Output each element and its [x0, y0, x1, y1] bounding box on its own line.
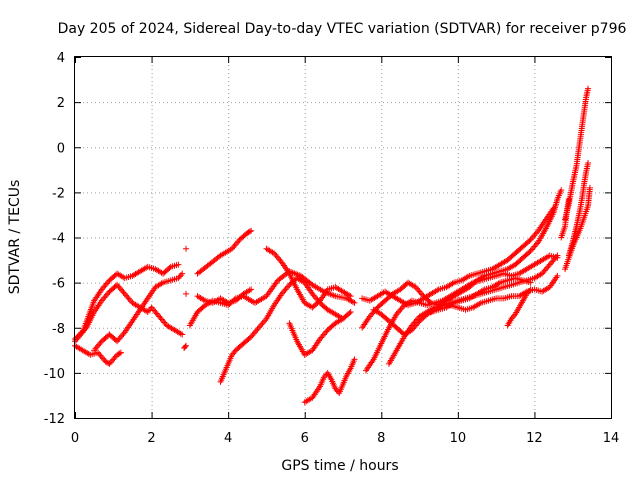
data-series: [194, 227, 255, 277]
y-tick-label: -10: [44, 367, 65, 382]
data-point: [347, 308, 354, 315]
data-point: [105, 360, 112, 367]
data-point: [179, 331, 186, 338]
data-point: [550, 205, 557, 212]
data-point: [74, 333, 81, 340]
y-tick-label: 0: [57, 141, 65, 156]
data-point: [77, 331, 84, 338]
data-point: [565, 196, 572, 203]
data-point: [586, 184, 593, 191]
data-series: [72, 342, 124, 367]
x-tick-label: 14: [603, 431, 620, 446]
y-tick-labels: -12 -10 -8 -6 -4 -2 0 2 4: [44, 51, 65, 427]
data-point: [116, 350, 123, 357]
chart-title: Day 205 of 2024, Sidereal Day-to-day VTE…: [58, 21, 627, 37]
data-point: [340, 315, 346, 322]
data-series: [217, 275, 354, 385]
data-point: [75, 332, 82, 339]
data-series: [362, 252, 561, 374]
x-tick-label: 0: [71, 431, 79, 446]
data-point: [78, 329, 85, 336]
data-point: [82, 326, 89, 333]
data-point: [347, 293, 354, 300]
data-point: [79, 328, 86, 335]
data-point: [175, 261, 182, 268]
data-series: [562, 85, 592, 223]
data-point: [558, 187, 565, 194]
data-point: [554, 272, 561, 279]
plot-frame: [74, 56, 612, 419]
data-point: [554, 252, 561, 259]
data-series: [504, 286, 534, 329]
data-series: [72, 261, 182, 345]
data-point: [183, 342, 190, 349]
y-tick-label: -4: [52, 232, 65, 247]
data-point: [182, 343, 189, 350]
data-point: [585, 85, 592, 92]
data-point: [351, 299, 358, 306]
data-point: [231, 296, 238, 303]
data-point: [526, 249, 533, 256]
data-point: [526, 237, 533, 244]
data-point: [248, 286, 255, 293]
x-tick-label: 4: [224, 431, 232, 446]
data-series: [558, 196, 572, 241]
x-axis-title: GPS time / hours: [281, 458, 398, 474]
data-point: [527, 286, 534, 293]
x-tick-label: 10: [450, 431, 467, 446]
data-series: [186, 268, 358, 329]
data-point: [80, 327, 87, 334]
data-point: [527, 279, 534, 286]
y-tick-label: 4: [57, 51, 65, 66]
data-point: [183, 245, 190, 252]
data-point: [183, 290, 190, 297]
data-series: [183, 245, 190, 252]
data-point: [351, 356, 358, 363]
data-series: [301, 356, 358, 406]
data-point: [179, 270, 186, 277]
y-tick-label: 2: [57, 96, 65, 111]
y-tick-label: -6: [52, 277, 65, 292]
data-series: [91, 270, 186, 354]
data-point: [216, 253, 223, 260]
data-point: [246, 334, 253, 341]
y-tick-label: -8: [52, 322, 65, 337]
data-series: [562, 184, 593, 273]
data-point: [248, 227, 255, 234]
data-points: [72, 85, 593, 406]
x-tick-label: 8: [377, 431, 385, 446]
x-tick-labels: 0 2 4 6 8 10 12 14: [71, 431, 619, 446]
y-tick-label: -12: [44, 412, 65, 427]
data-point: [117, 349, 124, 356]
x-tick-label: 6: [301, 431, 309, 446]
data-series: [359, 205, 557, 309]
data-point: [246, 228, 253, 235]
data-series: [428, 275, 534, 315]
data-series: [183, 290, 190, 297]
data-point: [307, 280, 314, 287]
data-point: [166, 264, 173, 271]
data-point: [585, 160, 592, 167]
y-axis-title: SDTVAR / TECUs: [7, 180, 23, 295]
data-point: [346, 310, 353, 317]
x-tick-label: 2: [147, 431, 155, 446]
y-tick-label: -2: [52, 186, 65, 201]
x-tick-label: 12: [526, 431, 543, 446]
data-series: [181, 342, 190, 352]
data-series: [286, 315, 346, 358]
data-series: [263, 245, 354, 311]
data-series: [385, 272, 561, 367]
